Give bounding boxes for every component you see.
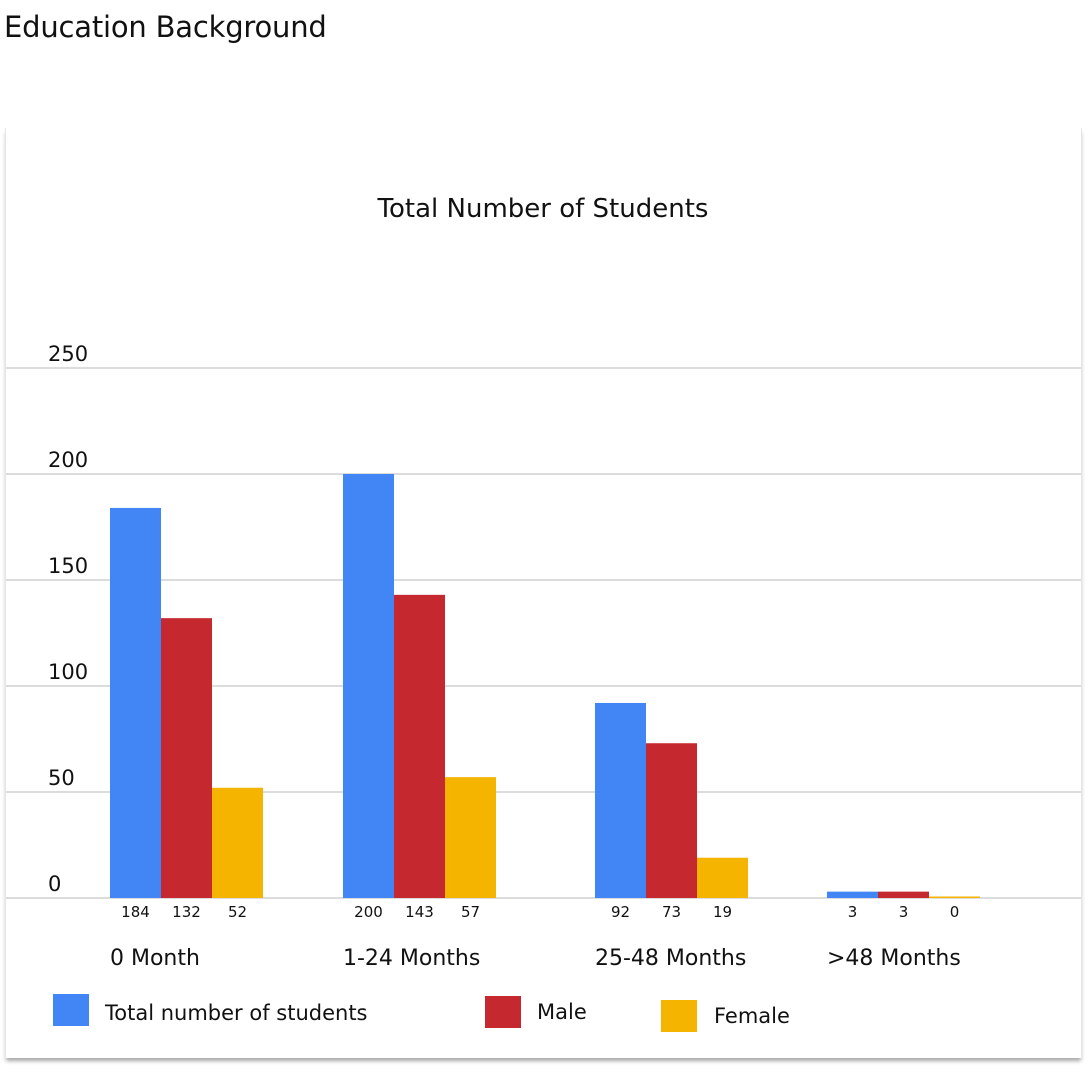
bar--48-months-female <box>929 896 980 898</box>
legend-label: Total number of students <box>104 1001 368 1025</box>
legend: Total number of students Male Female <box>53 994 790 1032</box>
legend-label: Male <box>537 1000 587 1024</box>
y-tick-0: 0 <box>48 872 61 896</box>
x-category-label: >48 Months <box>827 946 961 971</box>
x-category-label: 0 Month <box>110 946 200 971</box>
bar--48-months-total-number-of-students <box>827 891 878 898</box>
bar-0-month-total-number-of-students <box>110 507 161 898</box>
x-category-label: 25-48 Months <box>595 946 746 971</box>
bar-1-24-months-total-number-of-students <box>343 474 394 898</box>
chart-card: Total Number of Students 0 50 100 150 200 250… <box>5 128 1082 1058</box>
x-category-label: 1-24 Months <box>343 946 480 971</box>
bar-25-48-months-male <box>646 743 697 898</box>
data-label: 52 <box>228 903 247 921</box>
data-label: 184 <box>121 903 150 921</box>
y-tick-250: 250 <box>48 342 88 366</box>
x-axis-categories: 0 Month 1-24 Months 25-48 Months >48 Months <box>110 946 961 971</box>
data-label: 92 <box>611 903 630 921</box>
data-label: 19 <box>713 903 732 921</box>
data-label: 143 <box>405 903 434 921</box>
page-heading: Education Background <box>4 10 327 44</box>
legend-swatch <box>485 996 521 1028</box>
data-label: 0 <box>950 903 960 921</box>
y-tick-200: 200 <box>48 448 88 472</box>
y-axis-ticks: 0 50 100 150 200 250 <box>48 342 88 896</box>
data-label: 200 <box>354 903 383 921</box>
bar-0-month-female <box>212 787 263 898</box>
y-tick-50: 50 <box>48 766 75 790</box>
bar-0-month-male <box>161 618 212 898</box>
bar-25-48-months-female <box>697 857 748 898</box>
data-label: 3 <box>899 903 909 921</box>
data-label: 73 <box>662 903 681 921</box>
bar-25-48-months-total-number-of-students <box>595 702 646 898</box>
data-label: 132 <box>172 903 201 921</box>
bar-1-24-months-male <box>394 594 445 898</box>
legend-swatch <box>661 1000 697 1032</box>
data-label: 57 <box>461 903 480 921</box>
bar-1-24-months-female <box>445 777 496 898</box>
bar--48-months-male <box>878 891 929 898</box>
legend-swatch <box>53 994 89 1026</box>
chart-title: Total Number of Students <box>377 194 709 224</box>
bar-chart: Total Number of Students 0 50 100 150 200 250… <box>6 194 1081 1032</box>
y-tick-100: 100 <box>48 660 88 684</box>
y-tick-150: 150 <box>48 554 88 578</box>
bars <box>110 474 980 898</box>
data-label: 3 <box>848 903 858 921</box>
data-labels: 184 132 52 200 143 57 92 73 19 3 3 0 <box>121 903 959 921</box>
legend-label: Female <box>714 1004 790 1028</box>
